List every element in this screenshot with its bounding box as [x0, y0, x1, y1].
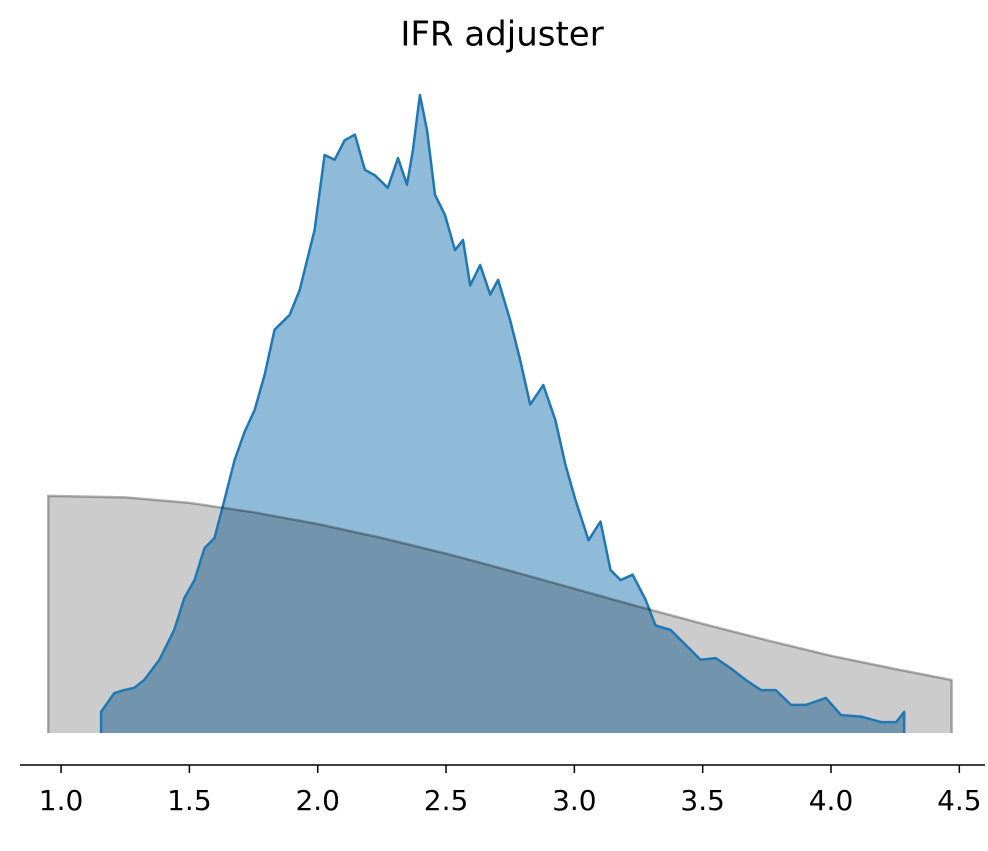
- x-tick-label: 3.0: [552, 784, 597, 817]
- area-fill: [101, 95, 905, 733]
- x-tick-label: 4.0: [809, 784, 854, 817]
- area-outline: [46, 494, 953, 734]
- x-tick-label: 3.5: [680, 784, 725, 817]
- x-tick-label: 2.5: [424, 784, 469, 817]
- chart-title: IFR adjuster: [400, 15, 603, 55]
- area-outline: [99, 93, 906, 734]
- x-tick-label: 1.0: [39, 784, 84, 817]
- area-fill: [48, 495, 952, 733]
- x-tick-label: 1.5: [167, 784, 212, 817]
- x-tick-label: 2.0: [295, 784, 340, 817]
- x-tick-label: 4.5: [937, 784, 982, 817]
